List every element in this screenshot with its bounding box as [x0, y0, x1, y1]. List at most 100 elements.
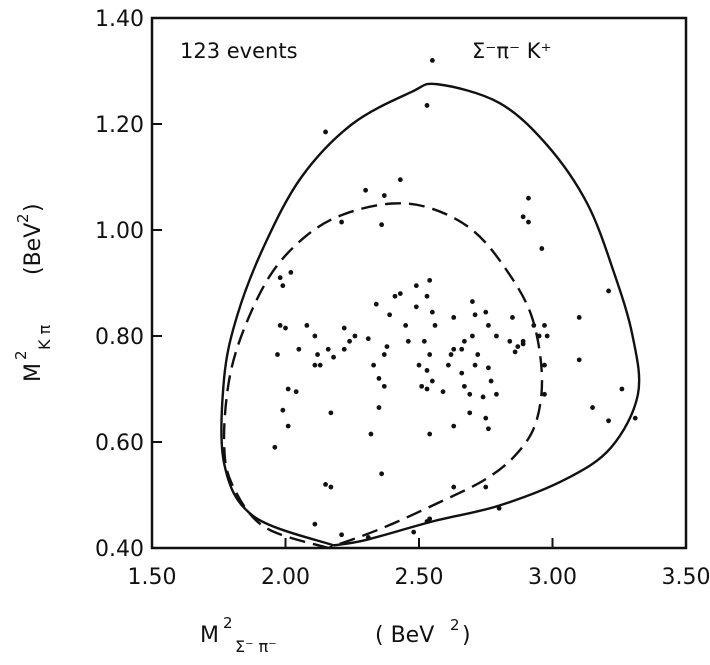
data-point	[312, 362, 318, 368]
y-tick-label: 0.80	[95, 325, 144, 350]
data-point	[483, 484, 489, 490]
data-point	[352, 333, 358, 339]
x-axis-title-unit-close: )	[462, 623, 471, 648]
data-point	[486, 323, 491, 328]
data-point	[427, 352, 433, 357]
data-point	[397, 291, 403, 296]
data-point	[536, 333, 542, 339]
data-point	[368, 431, 374, 437]
data-point	[632, 415, 638, 421]
data-point	[365, 336, 371, 342]
data-point	[376, 405, 382, 410]
data-point	[472, 362, 478, 368]
data-point	[419, 383, 425, 389]
data-point	[379, 471, 385, 477]
data-point	[339, 532, 344, 538]
y-tick-label: 1.20	[95, 113, 144, 138]
x-axis-title-sub: Σ⁻ π⁻	[235, 637, 277, 656]
x-axis-title-main: M	[200, 623, 219, 648]
data-point	[275, 352, 280, 357]
data-point	[472, 312, 478, 318]
data-point	[379, 222, 385, 228]
data-point	[323, 129, 328, 135]
data-point	[590, 405, 595, 410]
data-point	[403, 323, 409, 328]
y-axis-title-unit-sup: 2	[14, 213, 32, 223]
data-point	[539, 246, 545, 251]
data-point	[486, 426, 491, 432]
data-point	[576, 357, 582, 363]
data-point	[347, 338, 352, 344]
data-point	[467, 410, 473, 416]
data-point	[381, 193, 387, 198]
data-point	[427, 277, 433, 283]
y-axis-title-unit-close: )	[21, 203, 46, 212]
data-point	[451, 346, 457, 352]
data-point	[520, 341, 526, 347]
data-point	[413, 283, 419, 289]
data-point	[483, 415, 489, 421]
data-point	[515, 344, 521, 349]
data-point	[470, 299, 475, 304]
data-point	[312, 333, 318, 339]
data-point	[365, 535, 371, 540]
data-point	[432, 323, 438, 328]
data-point	[363, 187, 368, 193]
data-point	[312, 521, 318, 527]
data-point	[427, 431, 433, 437]
x-axis-title: M 2 Σ⁻ π⁻ ( BeV 2 )	[200, 614, 471, 656]
data-point	[429, 378, 435, 384]
data-point	[461, 383, 467, 389]
data-point	[280, 407, 286, 413]
data-point	[283, 325, 288, 331]
data-point	[339, 219, 344, 225]
data-point	[424, 293, 430, 299]
data-point	[341, 346, 347, 352]
data-point	[461, 338, 467, 344]
y-axis-title-sub: K π	[35, 324, 54, 350]
data-point	[451, 423, 457, 429]
data-point	[341, 325, 347, 331]
data-point	[416, 362, 422, 368]
data-point	[277, 275, 283, 281]
data-point	[288, 270, 294, 275]
data-point	[480, 394, 486, 400]
y-axis-title-sup: 2	[12, 350, 30, 360]
reaction-annotation: Σ⁻π⁻ K⁺	[472, 39, 552, 63]
data-point	[331, 354, 336, 360]
data-point	[304, 323, 310, 328]
data-point	[328, 410, 334, 416]
x-axis-title-sup: 2	[223, 614, 233, 632]
y-tick-label: 0.40	[95, 537, 144, 562]
data-point	[376, 376, 382, 381]
event-count-annotation: 123 events	[180, 39, 298, 63]
data-point	[459, 370, 465, 376]
data-point	[397, 177, 403, 183]
data-point	[325, 346, 331, 352]
x-tick-label: 1.50	[128, 565, 177, 590]
data-point	[483, 309, 489, 315]
x-tick-label: 2.50	[395, 565, 444, 590]
data-point	[451, 484, 457, 490]
solid-boundary-curve	[220, 82, 641, 547]
data-point	[285, 423, 291, 429]
data-point	[413, 304, 419, 310]
data-point	[315, 352, 320, 357]
x-tick-label: 3.00	[528, 565, 577, 590]
data-point	[411, 529, 417, 535]
data-point	[459, 346, 465, 352]
data-point	[544, 333, 550, 339]
data-point	[424, 519, 430, 524]
y-tick-label: 1.00	[95, 219, 144, 244]
data-point	[486, 365, 491, 371]
data-point	[470, 333, 475, 339]
data-point	[448, 352, 454, 357]
data-point	[328, 484, 334, 490]
data-point	[371, 362, 377, 368]
data-point	[467, 391, 473, 397]
data-point	[381, 352, 387, 357]
data-point	[421, 338, 427, 344]
x-axis-title-unit: ( BeV	[375, 623, 434, 648]
data-point	[542, 391, 547, 397]
